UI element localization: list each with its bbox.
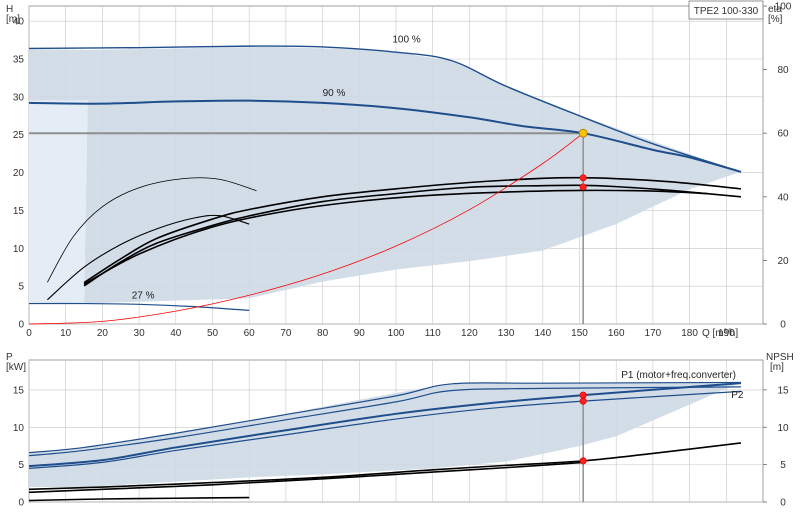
x-tick-label: 100 xyxy=(388,328,405,339)
x-tick-label: 130 xyxy=(498,328,515,339)
duty-marker xyxy=(579,391,587,399)
npsh-y-right-unit: [m] xyxy=(770,362,784,373)
series-line xyxy=(83,184,742,287)
y-left-tick-label: 0 xyxy=(18,498,24,509)
y-left-tick-label: 25 xyxy=(13,130,25,141)
y-left-unit: [m] xyxy=(6,14,20,25)
y-right-tick-label: 40 xyxy=(777,192,789,203)
x-tick-label: 170 xyxy=(645,328,662,339)
duty-marker xyxy=(579,183,587,191)
y-right-tick-label: 60 xyxy=(777,129,789,140)
head-efficiency-chart: 0 10 20 30 40 50 60 70 80 90 100 110 120 130 140 150 160… xyxy=(6,0,792,339)
x-tick-label: 20 xyxy=(97,328,109,339)
power-npsh-chart: 0 5 10 15 0 5 10 15 P1 (motor+freq.converter) P2… xyxy=(6,352,794,509)
series-line xyxy=(28,386,741,457)
y-left-title: H xyxy=(6,4,13,15)
y-right-title: eta xyxy=(768,4,782,15)
x-tick-label: 140 xyxy=(534,328,551,339)
y-right-unit: [%] xyxy=(768,14,783,25)
curve-label: 90 % xyxy=(323,88,346,99)
y-left-tick-label: 20 xyxy=(13,168,25,179)
y-right-tick-label: 15 xyxy=(777,385,789,396)
x-tick-label: 10 xyxy=(60,328,72,339)
x-tick-label: 110 xyxy=(425,328,441,339)
series-line xyxy=(83,189,708,285)
y-left-tick-label: 10 xyxy=(13,244,25,255)
y-left-tick-label: 15 xyxy=(13,206,25,217)
y-left-tick-label: 5 xyxy=(18,460,24,471)
y-left-tick-label: 30 xyxy=(13,92,25,103)
y-left-tick-label: 15 xyxy=(13,385,25,396)
chart-title-box xyxy=(688,0,764,20)
x-tick-label: 70 xyxy=(280,328,292,339)
x-tick-label: 190 xyxy=(718,328,735,339)
x-tick-label: 50 xyxy=(207,328,219,339)
y-left-tick-label: 0 xyxy=(18,320,24,331)
x-tick-label: 30 xyxy=(134,328,146,339)
series-line xyxy=(28,45,742,173)
x-tick-label: 60 xyxy=(244,328,256,339)
operating-area xyxy=(29,46,741,304)
power-y-left-unit: [kW] xyxy=(6,362,26,373)
y-right-tick-label: 0 xyxy=(780,320,786,331)
duty-marker xyxy=(579,457,587,465)
curve-label: P1 (motor+freq.converter) xyxy=(621,370,736,381)
power-y-left-title: P xyxy=(6,352,13,363)
npsh-y-right-title: NPSH xyxy=(766,352,794,363)
series-line xyxy=(46,214,250,301)
y-right-tick-label: 10 xyxy=(777,423,789,434)
y-right-tick-label: 100 xyxy=(775,2,792,13)
series-line xyxy=(28,381,741,454)
series-line xyxy=(28,496,250,502)
x-tick-label: 0 xyxy=(26,328,32,339)
curve-label: 100 % xyxy=(392,34,420,45)
y-left-tick-label: 35 xyxy=(13,55,25,66)
x-tick-label: 160 xyxy=(608,328,625,339)
series-line xyxy=(28,442,742,491)
curve-label: P2 xyxy=(731,390,744,401)
duty-marker xyxy=(579,174,587,182)
chart-title: TPE2 100-330 xyxy=(694,6,759,17)
series-line xyxy=(28,132,584,325)
x-tick-label: 120 xyxy=(461,328,478,339)
y-right-tick-label: 80 xyxy=(777,65,789,76)
x-tick-label: 80 xyxy=(317,328,329,339)
series-line xyxy=(28,302,250,311)
y-left-tick-label: 10 xyxy=(13,423,25,434)
y-right-tick-label: 5 xyxy=(780,460,786,471)
y-left-tick-label: 40 xyxy=(13,17,25,28)
duty-point xyxy=(578,128,588,138)
x-axis-title: Q [m³/h] xyxy=(702,328,738,339)
series-line xyxy=(47,177,257,283)
y-right-tick-label: 20 xyxy=(777,256,789,267)
curve-label: 27 % xyxy=(132,290,155,301)
y-right-tick-label: 0 xyxy=(780,498,786,509)
series-line xyxy=(28,461,584,494)
x-tick-label: 90 xyxy=(354,328,366,339)
duty-marker xyxy=(579,397,587,405)
x-tick-label: 180 xyxy=(681,328,698,339)
operating-area xyxy=(29,382,741,488)
series-line xyxy=(28,99,742,173)
low-speed-area xyxy=(29,100,88,304)
x-tick-label: 40 xyxy=(170,328,182,339)
y-left-tick-label: 5 xyxy=(18,282,24,293)
series-line xyxy=(83,176,742,284)
x-tick-label: 150 xyxy=(571,328,588,339)
